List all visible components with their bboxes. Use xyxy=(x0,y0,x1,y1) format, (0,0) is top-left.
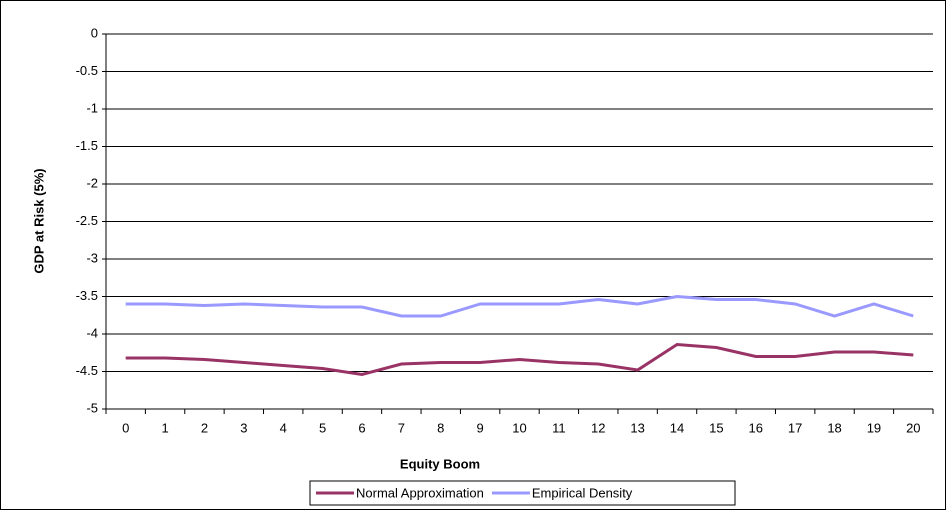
y-tick-label: -2 xyxy=(86,175,98,190)
x-tick-label: 6 xyxy=(358,420,365,435)
x-tick-label: 12 xyxy=(591,420,605,435)
x-tick-label: 19 xyxy=(867,420,881,435)
x-tick-label: 15 xyxy=(709,420,723,435)
x-tick-label: 17 xyxy=(788,420,802,435)
x-tick-label: 18 xyxy=(827,420,841,435)
x-tick-label: 0 xyxy=(122,420,129,435)
x-tick-label: 9 xyxy=(477,420,484,435)
y-tick-label: -3.5 xyxy=(76,288,98,303)
y-tick-label: -4.5 xyxy=(76,363,98,378)
y-tick-label: -5 xyxy=(86,400,98,415)
x-tick-label: 20 xyxy=(906,420,920,435)
y-tick-label: -2.5 xyxy=(76,213,98,228)
x-tick-label: 16 xyxy=(749,420,763,435)
x-tick-label: 3 xyxy=(240,420,247,435)
x-tick-label: 13 xyxy=(630,420,644,435)
x-tick-label: 14 xyxy=(670,420,684,435)
x-tick-label: 5 xyxy=(319,420,326,435)
y-tick-label: -3 xyxy=(86,250,98,265)
x-tick-label: 1 xyxy=(161,420,168,435)
y-tick-label: -0.5 xyxy=(76,63,98,78)
x-tick-label: 7 xyxy=(398,420,405,435)
x-tick-label: 2 xyxy=(201,420,208,435)
x-tick-label: 4 xyxy=(280,420,287,435)
y-tick-label: -1.5 xyxy=(76,138,98,153)
y-tick-label: -4 xyxy=(86,325,98,340)
legend-label: Empirical Density xyxy=(532,485,633,500)
x-tick-label: 10 xyxy=(512,420,526,435)
x-axis-title: Equity Boom xyxy=(400,456,480,471)
line-series xyxy=(125,342,914,377)
y-tick-label: -1 xyxy=(86,100,98,115)
y-axis-title: GDP at Risk (5%) xyxy=(31,168,46,273)
legend-label: Normal Approximation xyxy=(356,485,484,500)
line-series xyxy=(125,294,914,318)
y-tick-label: 0 xyxy=(91,25,98,40)
x-tick-label: 11 xyxy=(552,420,566,435)
x-tick-label: 8 xyxy=(437,420,444,435)
